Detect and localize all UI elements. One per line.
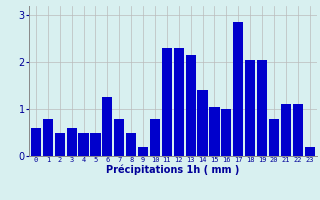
Bar: [293, 104, 303, 156]
Bar: [281, 104, 291, 156]
Bar: [31, 128, 41, 156]
Bar: [150, 118, 160, 156]
Bar: [114, 118, 124, 156]
Bar: [186, 55, 196, 156]
Bar: [221, 109, 231, 156]
Bar: [78, 133, 89, 156]
X-axis label: Précipitations 1h ( mm ): Précipitations 1h ( mm ): [106, 165, 239, 175]
Bar: [305, 147, 315, 156]
Bar: [138, 147, 148, 156]
Bar: [197, 90, 208, 156]
Bar: [126, 133, 136, 156]
Bar: [162, 48, 172, 156]
Bar: [67, 128, 77, 156]
Bar: [269, 118, 279, 156]
Bar: [233, 22, 243, 156]
Bar: [174, 48, 184, 156]
Bar: [43, 118, 53, 156]
Bar: [209, 107, 220, 156]
Bar: [257, 60, 267, 156]
Bar: [102, 97, 112, 156]
Bar: [55, 133, 65, 156]
Bar: [90, 133, 100, 156]
Bar: [245, 60, 255, 156]
